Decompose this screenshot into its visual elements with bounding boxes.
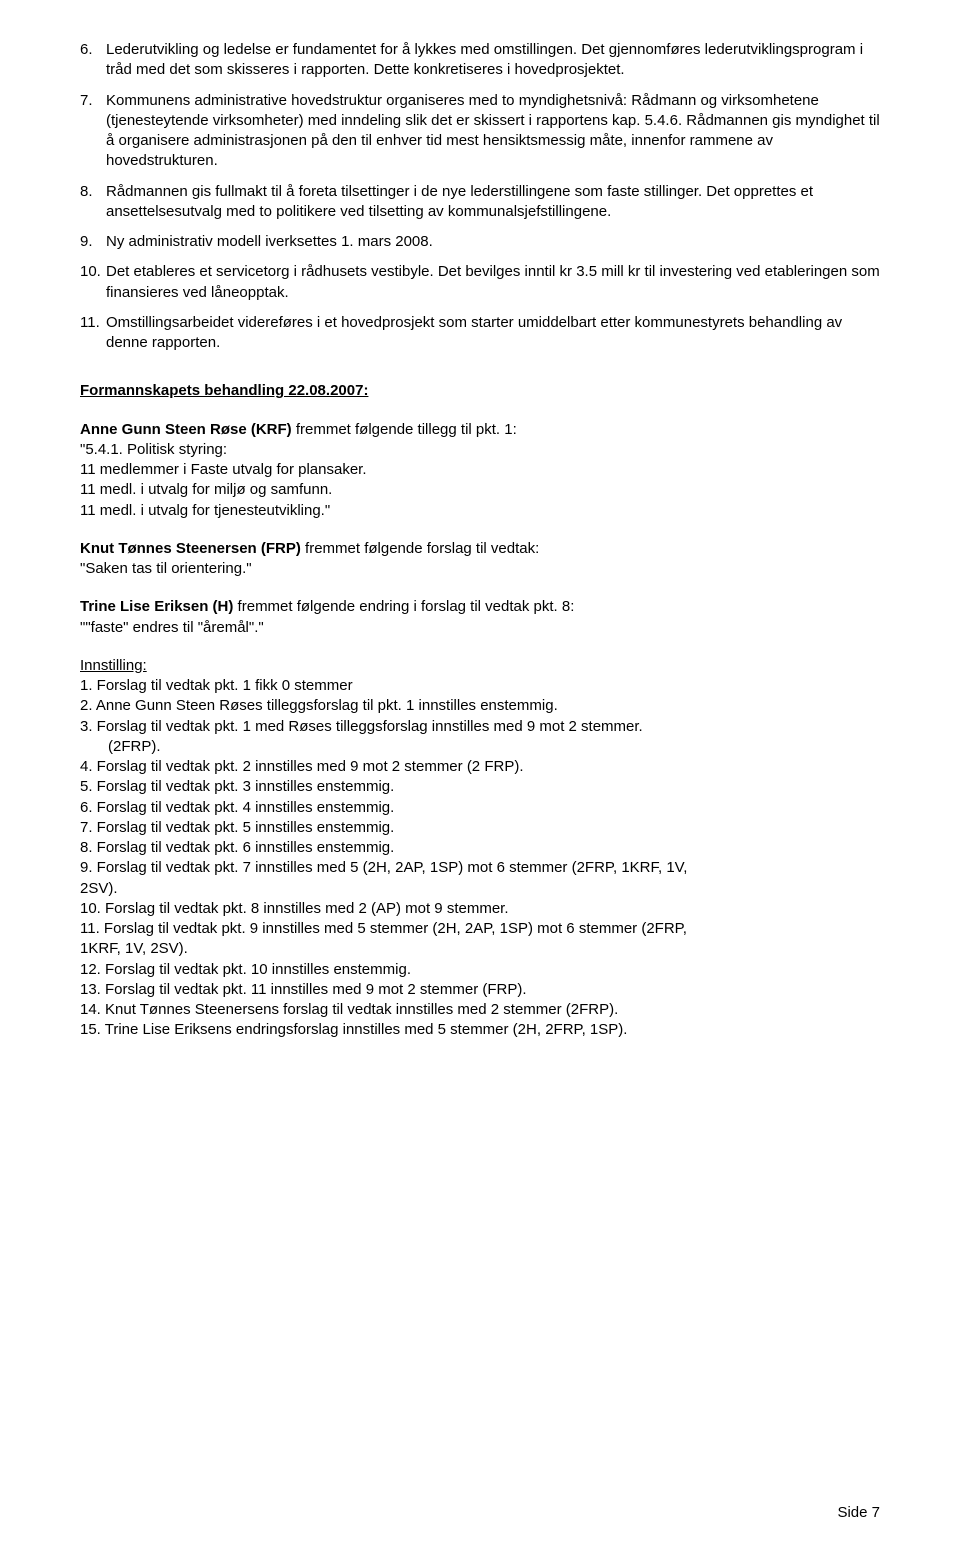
- document-page: 6. Lederutvikling og ledelse er fundamen…: [0, 0, 960, 1547]
- proposer-name: Trine Lise Eriksen (H): [80, 598, 233, 615]
- innstilling-item: 2SV).: [80, 879, 880, 899]
- innstilling-item: 14. Knut Tønnes Steenersens forslag til …: [80, 1000, 880, 1020]
- item-number: 7.: [80, 91, 106, 172]
- item-number: 6.: [80, 40, 106, 81]
- innstilling-item: 1. Forslag til vedtak pkt. 1 fikk 0 stem…: [80, 676, 880, 696]
- item-text: Det etableres et servicetorg i rådhusets…: [106, 262, 880, 303]
- innstilling-item: 11. Forslag til vedtak pkt. 9 innstilles…: [80, 919, 880, 939]
- proposal-intro: fremmet følgende tillegg til pkt. 1:: [292, 421, 517, 438]
- item-text: Lederutvikling og ledelse er fundamentet…: [106, 40, 880, 81]
- item-number: 10.: [80, 262, 106, 303]
- item-text: Kommunens administrative hovedstruktur o…: [106, 91, 880, 172]
- list-item: 6. Lederutvikling og ledelse er fundamen…: [80, 40, 880, 81]
- innstilling-item: 4. Forslag til vedtak pkt. 2 innstilles …: [80, 757, 880, 777]
- innstilling-item: 9. Forslag til vedtak pkt. 7 innstilles …: [80, 858, 880, 878]
- list-item: 7. Kommunens administrative hovedstruktu…: [80, 91, 880, 172]
- item-number: 8.: [80, 182, 106, 223]
- item-text: Ny administrativ modell iverksettes 1. m…: [106, 232, 880, 252]
- list-item: 9. Ny administrativ modell iverksettes 1…: [80, 232, 880, 252]
- proposal-block: Trine Lise Eriksen (H) fremmet følgende …: [80, 597, 880, 638]
- section-heading: Formannskapets behandling 22.08.2007:: [80, 381, 880, 401]
- item-number: 9.: [80, 232, 106, 252]
- innstilling-item: 6. Forslag til vedtak pkt. 4 innstilles …: [80, 798, 880, 818]
- proposal-line: 11 medlemmer i Faste utvalg for plansake…: [80, 461, 367, 478]
- proposal-line: "Saken tas til orientering.": [80, 560, 252, 577]
- proposer-name: Anne Gunn Steen Røse (KRF): [80, 421, 292, 438]
- innstilling-item: (2FRP).: [80, 737, 880, 757]
- innstilling-item: 7. Forslag til vedtak pkt. 5 innstilles …: [80, 818, 880, 838]
- innstilling-heading: Innstilling:: [80, 656, 880, 676]
- proposal-line: 11 medl. i utvalg for miljø og samfunn.: [80, 481, 332, 498]
- page-number: Side 7: [837, 1503, 880, 1523]
- proposal-block: Knut Tønnes Steenersen (FRP) fremmet føl…: [80, 539, 880, 580]
- list-item: 11. Omstillingsarbeidet videreføres i et…: [80, 313, 880, 354]
- innstilling-item: 10. Forslag til vedtak pkt. 8 innstilles…: [80, 899, 880, 919]
- proposal-intro: fremmet følgende forslag til vedtak:: [301, 540, 539, 557]
- proposer-name: Knut Tønnes Steenersen (FRP): [80, 540, 301, 557]
- innstilling-item: 2. Anne Gunn Steen Røses tilleggsforslag…: [80, 696, 880, 716]
- innstilling-list: 1. Forslag til vedtak pkt. 1 fikk 0 stem…: [80, 676, 880, 1041]
- innstilling-item: 5. Forslag til vedtak pkt. 3 innstilles …: [80, 777, 880, 797]
- list-item: 10. Det etableres et servicetorg i rådhu…: [80, 262, 880, 303]
- item-text: Rådmannen gis fullmakt til å foreta tils…: [106, 182, 880, 223]
- item-number: 11.: [80, 313, 106, 354]
- innstilling-item: 1KRF, 1V, 2SV).: [80, 939, 880, 959]
- item-text: Omstillingsarbeidet videreføres i et hov…: [106, 313, 880, 354]
- numbered-list: 6. Lederutvikling og ledelse er fundamen…: [80, 40, 880, 353]
- proposal-line: ""faste" endres til "åremål".": [80, 619, 264, 636]
- proposal-block: Anne Gunn Steen Røse (KRF) fremmet følge…: [80, 420, 880, 521]
- proposal-line: 11 medl. i utvalg for tjenesteutvikling.…: [80, 502, 330, 519]
- list-item: 8. Rådmannen gis fullmakt til å foreta t…: [80, 182, 880, 223]
- innstilling-item: 15. Trine Lise Eriksens endringsforslag …: [80, 1020, 880, 1040]
- innstilling-item: 3. Forslag til vedtak pkt. 1 med Røses t…: [80, 717, 880, 737]
- innstilling-item: 13. Forslag til vedtak pkt. 11 innstille…: [80, 980, 880, 1000]
- proposal-line: "5.4.1. Politisk styring:: [80, 441, 227, 458]
- innstilling-item: 8. Forslag til vedtak pkt. 6 innstilles …: [80, 838, 880, 858]
- innstilling-item: 12. Forslag til vedtak pkt. 10 innstille…: [80, 960, 880, 980]
- proposal-intro: fremmet følgende endring i forslag til v…: [233, 598, 574, 615]
